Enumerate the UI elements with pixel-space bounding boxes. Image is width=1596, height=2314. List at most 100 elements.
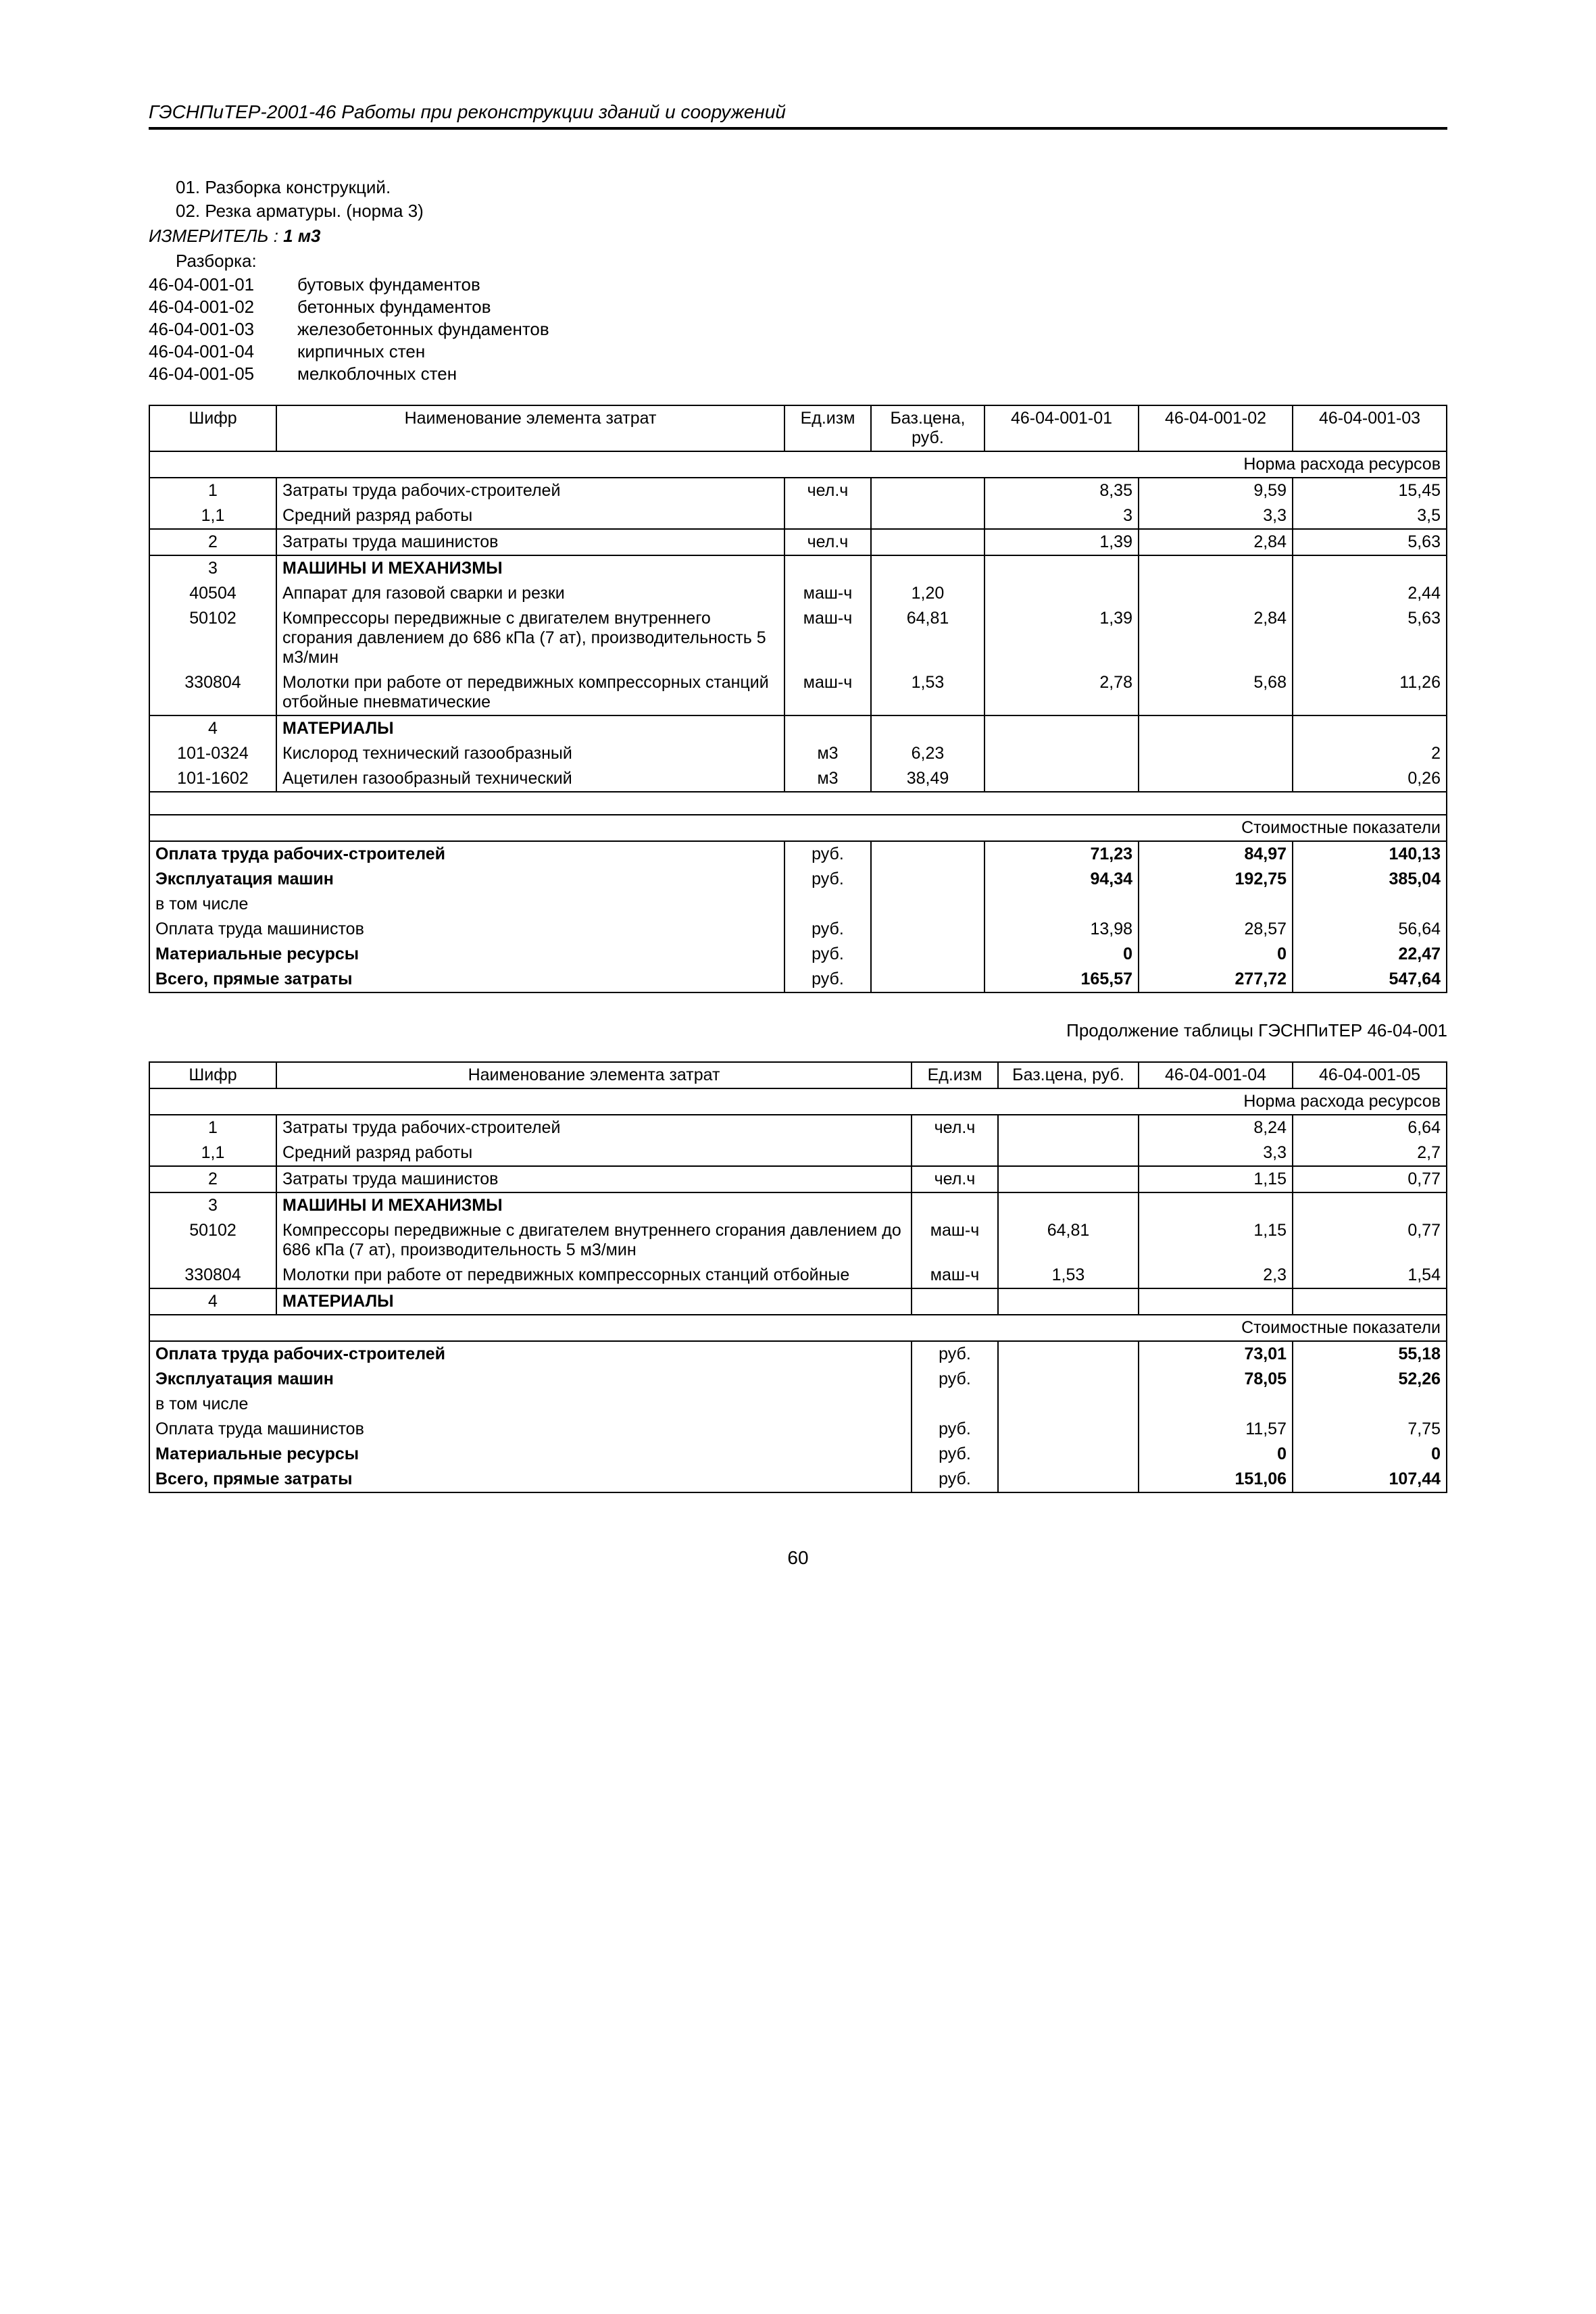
cell-price xyxy=(998,1166,1139,1192)
cell-name: Затраты труда рабочих-строителей xyxy=(276,1115,912,1140)
cell-unit xyxy=(912,1392,998,1417)
cell-code: 1,1 xyxy=(149,503,276,529)
cell-code: 3 xyxy=(149,1192,276,1218)
cell-unit: руб. xyxy=(912,1341,998,1367)
cell-unit: маш-ч xyxy=(784,670,871,715)
cell-price xyxy=(871,715,984,741)
table-row: Всего, прямые затратыруб.165,57277,72547… xyxy=(149,967,1447,992)
cell-val: 2,84 xyxy=(1139,529,1293,555)
cell-price: 64,81 xyxy=(998,1218,1139,1263)
cell-name: Всего, прямые затраты xyxy=(149,967,784,992)
cell-name: Аппарат для газовой сварки и резки xyxy=(276,581,784,606)
cell-val xyxy=(1293,555,1447,581)
code-list-item: 46-04-001-01бутовых фундаментов xyxy=(149,274,1447,295)
cell-val: 192,75 xyxy=(1139,867,1293,892)
cell-name: МАШИНЫ И МЕХАНИЗМЫ xyxy=(276,555,784,581)
table-row: Эксплуатация машинруб.94,34192,75385,04 xyxy=(149,867,1447,892)
cell-empty xyxy=(998,1341,1139,1367)
cell-name: Оплата труда машинистов xyxy=(149,1417,912,1442)
cell-name: Молотки при работе от передвижных компре… xyxy=(276,1263,912,1288)
cell-val xyxy=(1293,715,1447,741)
t2-h-c2: 46-04-001-05 xyxy=(1293,1062,1447,1088)
cell-code: 1,1 xyxy=(149,1140,276,1166)
table-2: Шифр Наименование элемента затрат Ед.изм… xyxy=(149,1061,1447,1493)
cell-price: 1,53 xyxy=(998,1263,1139,1288)
code-list: 46-04-001-01бутовых фундаментов 46-04-001… xyxy=(149,274,1447,384)
t2-cost-row: Стоимостные показатели xyxy=(149,1315,1447,1341)
cell-unit: руб. xyxy=(784,917,871,942)
cell-name: Затраты труда машинистов xyxy=(276,1166,912,1192)
code-text: мелкоблочных стен xyxy=(297,363,457,384)
cell-price xyxy=(998,1115,1139,1140)
table-row: 50102Компрессоры передвижные с двигателе… xyxy=(149,606,1447,670)
cell-name: Средний разряд работы xyxy=(276,503,784,529)
code-text: железобетонных фундаментов xyxy=(297,319,549,339)
cell-val xyxy=(1293,1392,1447,1417)
cell-val: 3,5 xyxy=(1293,503,1447,529)
t1-h-c2: 46-04-001-02 xyxy=(1139,405,1293,451)
cell-name: Кислород технический газообразный xyxy=(276,741,784,766)
t2-h-name: Наименование элемента затрат xyxy=(276,1062,912,1088)
table-row: 2Затраты труда машинистовчел.ч1,392,845,… xyxy=(149,529,1447,555)
cell-val xyxy=(1139,766,1293,792)
cell-val: 71,23 xyxy=(984,841,1139,867)
table-1: Шифр Наименование элемента затрат Ед.изм… xyxy=(149,405,1447,993)
cell-empty xyxy=(871,867,984,892)
cell-val: 56,64 xyxy=(1293,917,1447,942)
cell-val: 2 xyxy=(1293,741,1447,766)
t2-norma-row: Норма расхода ресурсов xyxy=(149,1088,1447,1115)
cell-unit: руб. xyxy=(912,1367,998,1392)
table-row: Оплата труда рабочих-строителейруб.73,01… xyxy=(149,1341,1447,1367)
cell-val: 6,64 xyxy=(1293,1115,1447,1140)
cell-val: 1,15 xyxy=(1139,1218,1293,1263)
table-row: Эксплуатация машинруб.78,0552,26 xyxy=(149,1367,1447,1392)
cell-code: 50102 xyxy=(149,1218,276,1263)
cell-price: 1,20 xyxy=(871,581,984,606)
cell-unit xyxy=(784,503,871,529)
cell-unit: маш-ч xyxy=(784,581,871,606)
cell-code: 330804 xyxy=(149,1263,276,1288)
cell-unit: чел.ч xyxy=(912,1166,998,1192)
cell-val: 11,26 xyxy=(1293,670,1447,715)
cell-val: 28,57 xyxy=(1139,917,1293,942)
t2-norma: Норма расхода ресурсов xyxy=(149,1088,1447,1115)
t1-h-code: Шифр xyxy=(149,405,276,451)
cell-val: 1,15 xyxy=(1139,1166,1293,1192)
cell-name: МАШИНЫ И МЕХАНИЗМЫ xyxy=(276,1192,912,1218)
cell-price: 38,49 xyxy=(871,766,984,792)
page: ГЭСНПиТЕР-2001-46 Работы при реконструкц… xyxy=(0,0,1596,1636)
cell-val: 52,26 xyxy=(1293,1367,1447,1392)
doc-header: ГЭСНПиТЕР-2001-46 Работы при реконструкц… xyxy=(149,101,1447,130)
cell-name: Молотки при работе от передвижных компре… xyxy=(276,670,784,715)
cell-name: Материальные ресурсы xyxy=(149,1442,912,1467)
code: 46-04-001-04 xyxy=(149,341,297,362)
cell-val: 0 xyxy=(1139,942,1293,967)
cell-code: 1 xyxy=(149,478,276,503)
cell-val: 9,59 xyxy=(1139,478,1293,503)
table-row: Всего, прямые затратыруб.151,06107,44 xyxy=(149,1467,1447,1492)
cell-val xyxy=(1293,1192,1447,1218)
table-row: 3МАШИНЫ И МЕХАНИЗМЫ xyxy=(149,1192,1447,1218)
cell-price xyxy=(871,503,984,529)
cell-unit: чел.ч xyxy=(784,529,871,555)
cell-empty xyxy=(871,917,984,942)
cell-price xyxy=(998,1140,1139,1166)
cell-val: 73,01 xyxy=(1139,1341,1293,1367)
cell-empty xyxy=(998,1417,1139,1442)
cell-val: 94,34 xyxy=(984,867,1139,892)
cell-val xyxy=(984,715,1139,741)
t2-continuation: Продолжение таблицы ГЭСНПиТЕР 46-04-001 xyxy=(149,1020,1447,1041)
cell-val: 5,63 xyxy=(1293,529,1447,555)
cell-val: 1,54 xyxy=(1293,1263,1447,1288)
table-row: 1,1Средний разряд работы33,33,5 xyxy=(149,503,1447,529)
page-number: 60 xyxy=(149,1547,1447,1569)
intro-line-2: 02. Резка арматуры. (норма 3) xyxy=(176,201,1447,222)
cell-unit xyxy=(912,1288,998,1315)
cell-unit: чел.ч xyxy=(784,478,871,503)
cell-val: 0 xyxy=(1139,1442,1293,1467)
cell-val xyxy=(984,555,1139,581)
cell-val: 5,63 xyxy=(1293,606,1447,670)
cell-val xyxy=(1139,1288,1293,1315)
code-text: кирпичных стен xyxy=(297,341,425,361)
cell-unit xyxy=(784,555,871,581)
